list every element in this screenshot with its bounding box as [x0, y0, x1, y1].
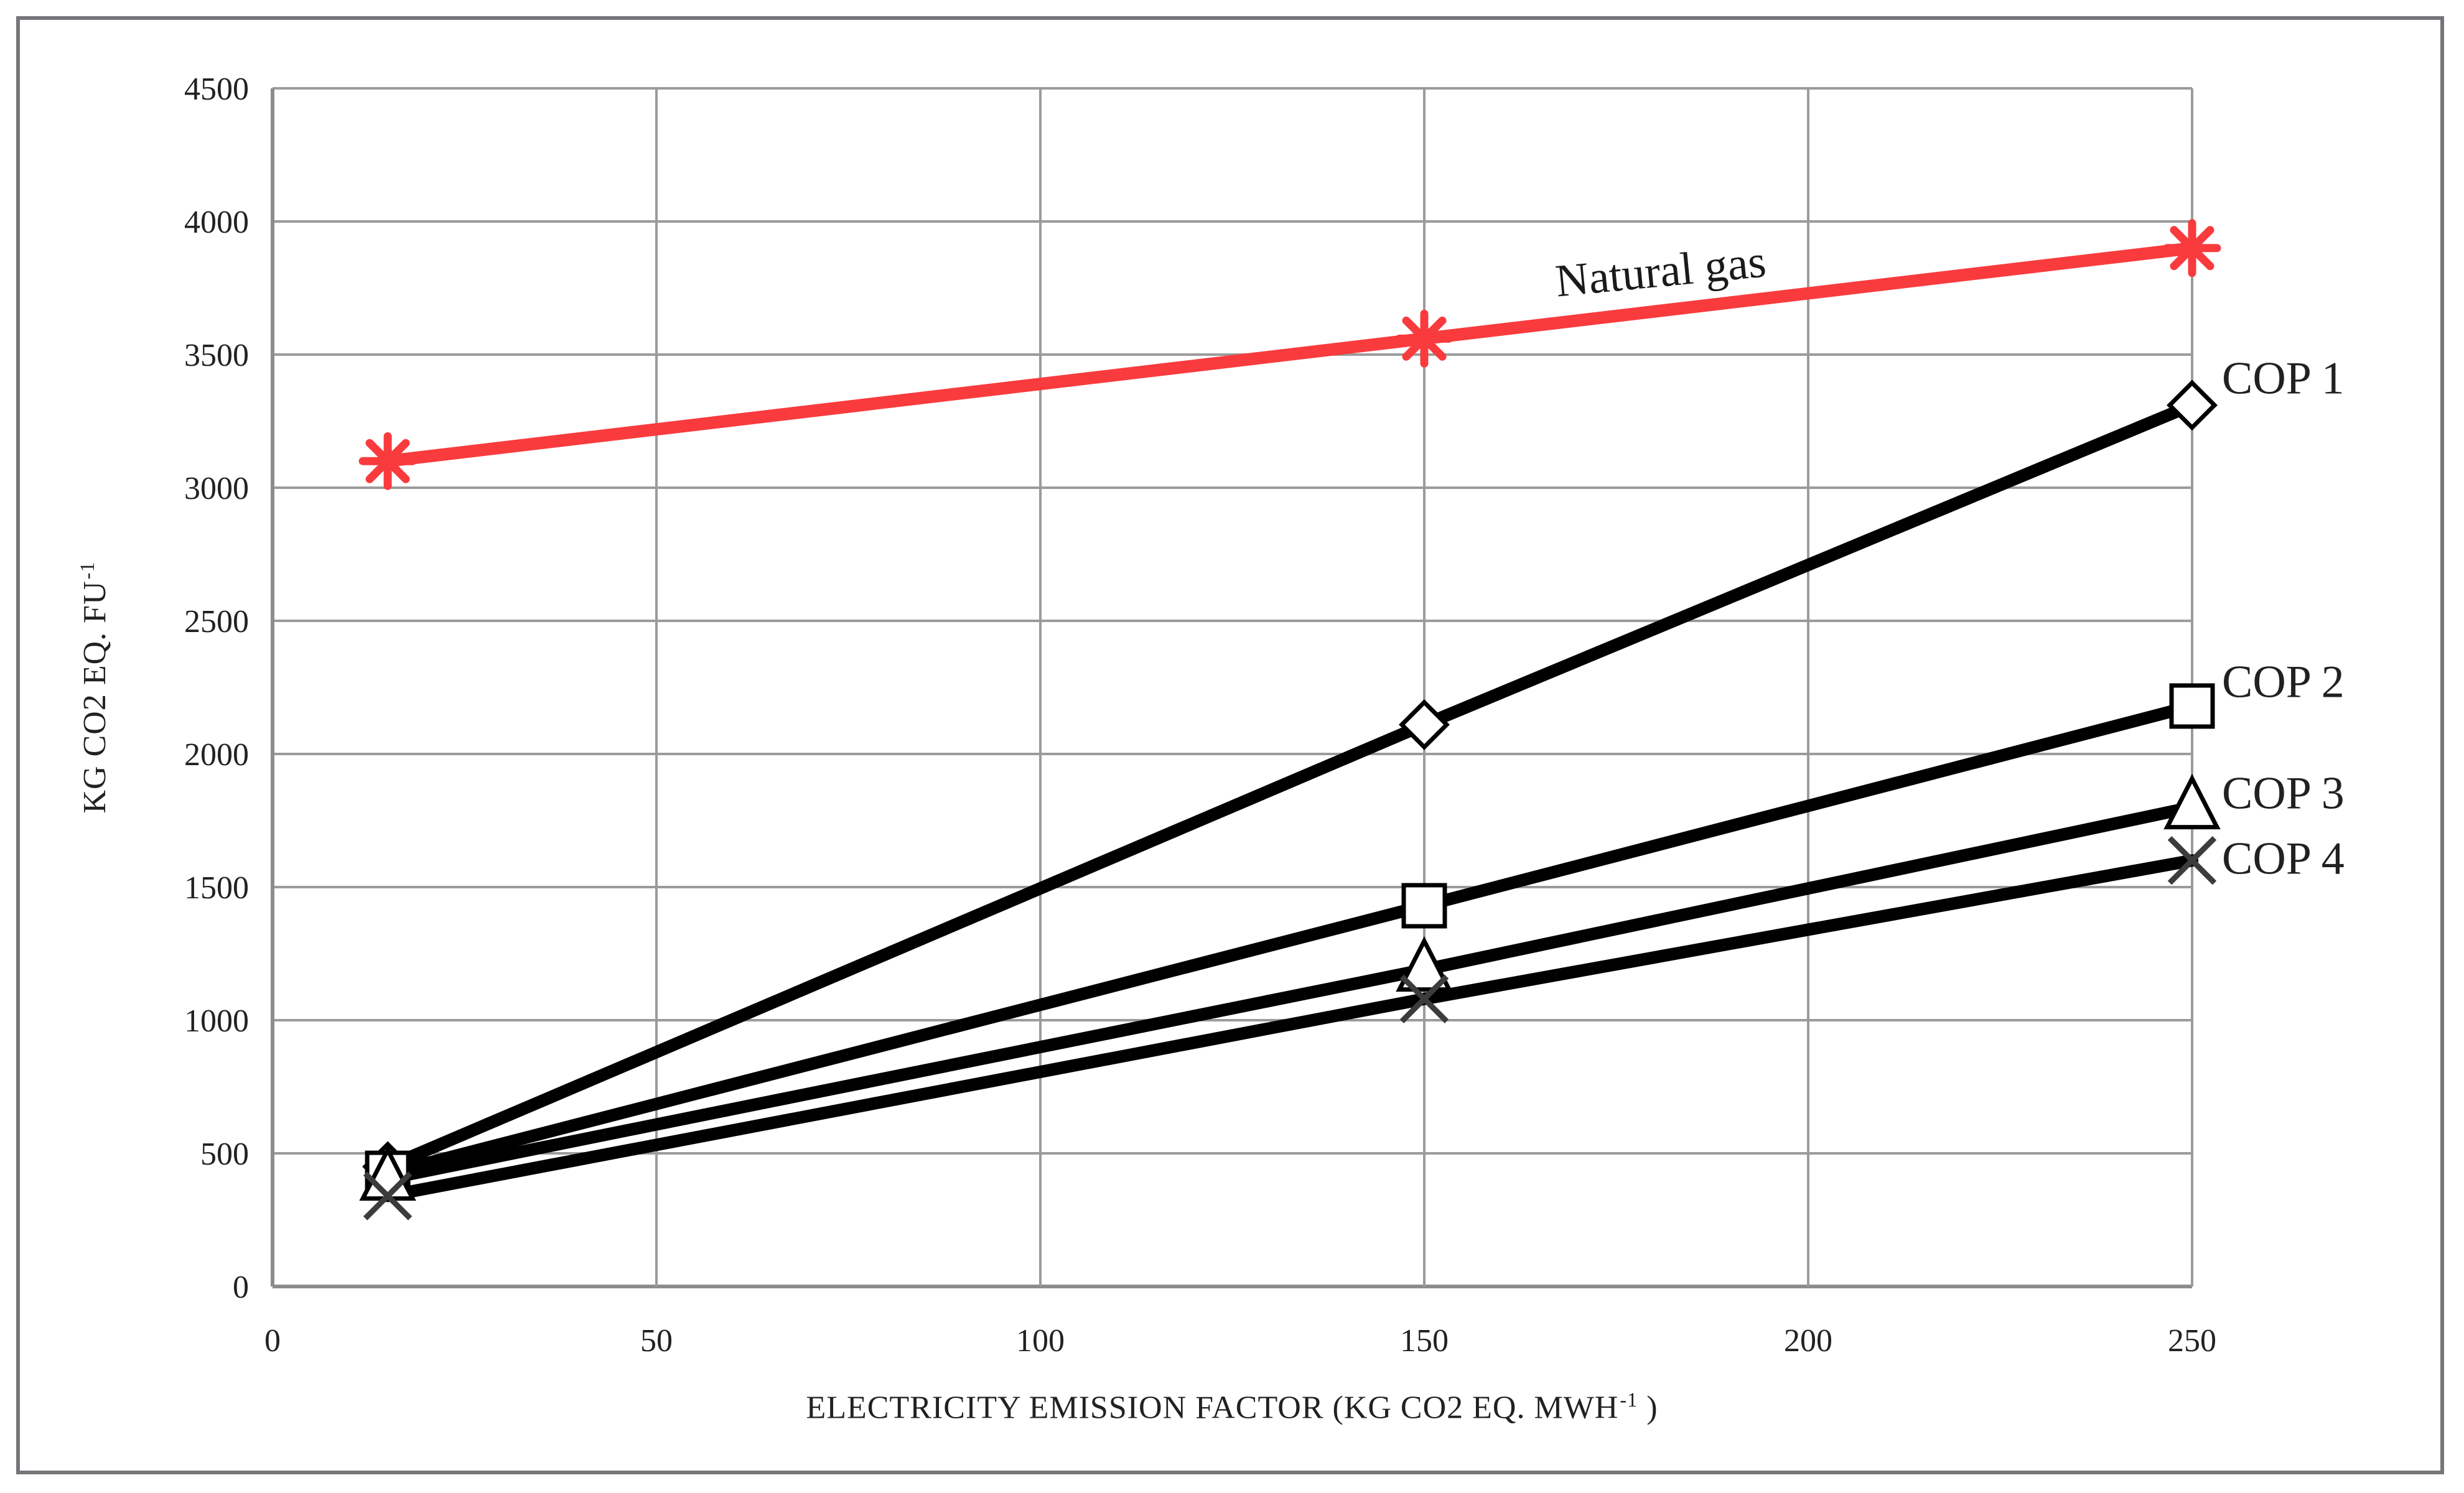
x-axis-title-text: ELECTRICITY EMISSION FACTOR (KG CO2 EQ. … [806, 1390, 1619, 1426]
x-axis-title: ELECTRICITY EMISSION FACTOR (KG CO2 EQ. … [806, 1388, 1658, 1426]
marker-square-cop-2 [1401, 883, 1447, 929]
marker-diamond-cop-1 [1399, 699, 1450, 750]
x-axis-title-close: ) [1638, 1390, 1658, 1426]
y-tick-label-2000: 2000 [184, 737, 249, 773]
marker-asterisk-natural-gas [2163, 219, 2221, 277]
x-tick-label-200: 200 [1784, 1323, 1832, 1359]
y-axis-title-text: KG CO2 EQ. FU [77, 580, 113, 814]
y-axis-title-superscript: -1 [75, 561, 98, 580]
x-axis-title-superscript: -1 [1620, 1388, 1638, 1411]
marker-asterisk-natural-gas [1395, 309, 1454, 368]
series-line-cop-4 [381, 854, 2198, 1202]
marker-square-cop-2 [2169, 683, 2215, 729]
x-tick-label-100: 100 [1016, 1323, 1065, 1359]
series-label-cop-1: COP 1 [2222, 353, 2345, 404]
y-tick-label-1500: 1500 [184, 870, 249, 906]
marker-triangle-cop-3 [2163, 773, 2221, 830]
y-tick-label-1000: 1000 [184, 1003, 249, 1039]
y-tick-label-3500: 3500 [184, 338, 249, 373]
y-axis-title: KG CO2 EQ. FU-1 [76, 562, 113, 814]
y-tick-label-2500: 2500 [184, 604, 249, 640]
marker-x-cop-4 [1399, 974, 1449, 1023]
series-label-cop-4: COP 4 [2222, 833, 2345, 885]
series-label-cop-3: COP 3 [2222, 768, 2345, 819]
marker-x-cop-4 [2167, 836, 2217, 885]
marker-diamond-cop-1 [2167, 379, 2218, 431]
series-line-cop-3 [381, 801, 2198, 1185]
y-tick-label-4000: 4000 [184, 205, 249, 240]
x-tick-label-50: 50 [640, 1323, 673, 1359]
figure-border [16, 16, 2444, 1474]
x-tick-label-0: 0 [264, 1323, 281, 1359]
y-tick-label-500: 500 [200, 1137, 249, 1172]
marker-x-cop-4 [363, 1171, 413, 1221]
y-tick-label-0: 0 [233, 1270, 249, 1305]
series-line-cop-1 [381, 399, 2198, 1173]
y-tick-label-3000: 3000 [184, 471, 249, 506]
y-tick-label-4500: 4500 [184, 72, 249, 107]
marker-triangle-cop-3 [1396, 936, 1453, 992]
series-label-cop-2: COP 2 [2222, 656, 2345, 708]
x-tick-label-250: 250 [2168, 1323, 2216, 1359]
marker-asterisk-natural-gas [358, 432, 417, 490]
x-tick-label-150: 150 [1400, 1323, 1449, 1359]
